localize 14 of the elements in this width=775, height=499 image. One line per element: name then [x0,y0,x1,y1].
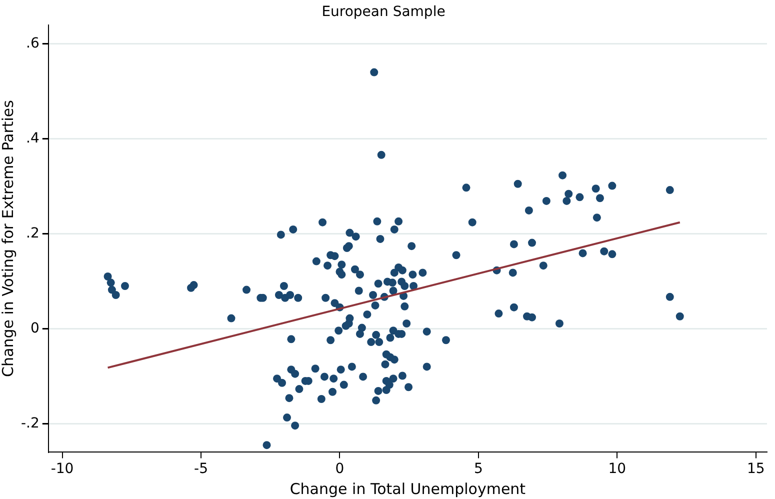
x-tick-label: 5 [474,461,483,478]
y-tick-label: -.2 [20,415,40,432]
y-tick-label: .6 [26,35,40,52]
y-tick-label: 0 [30,320,40,336]
x-tick-label: 15 [746,461,765,478]
x-axis-title: Change in Total Unemployment [290,480,526,498]
y-axis-title: Change in Voting for Extreme Parties [0,100,17,377]
x-tick-label: -10 [50,461,74,478]
y-tick-label: .2 [26,225,40,242]
x-tick-label: 10 [608,461,626,478]
y-tick-label: .4 [26,130,40,146]
x-tick-label: -5 [194,461,208,478]
chart-title: European Sample [322,4,446,20]
x-tick-label: 0 [335,461,344,478]
